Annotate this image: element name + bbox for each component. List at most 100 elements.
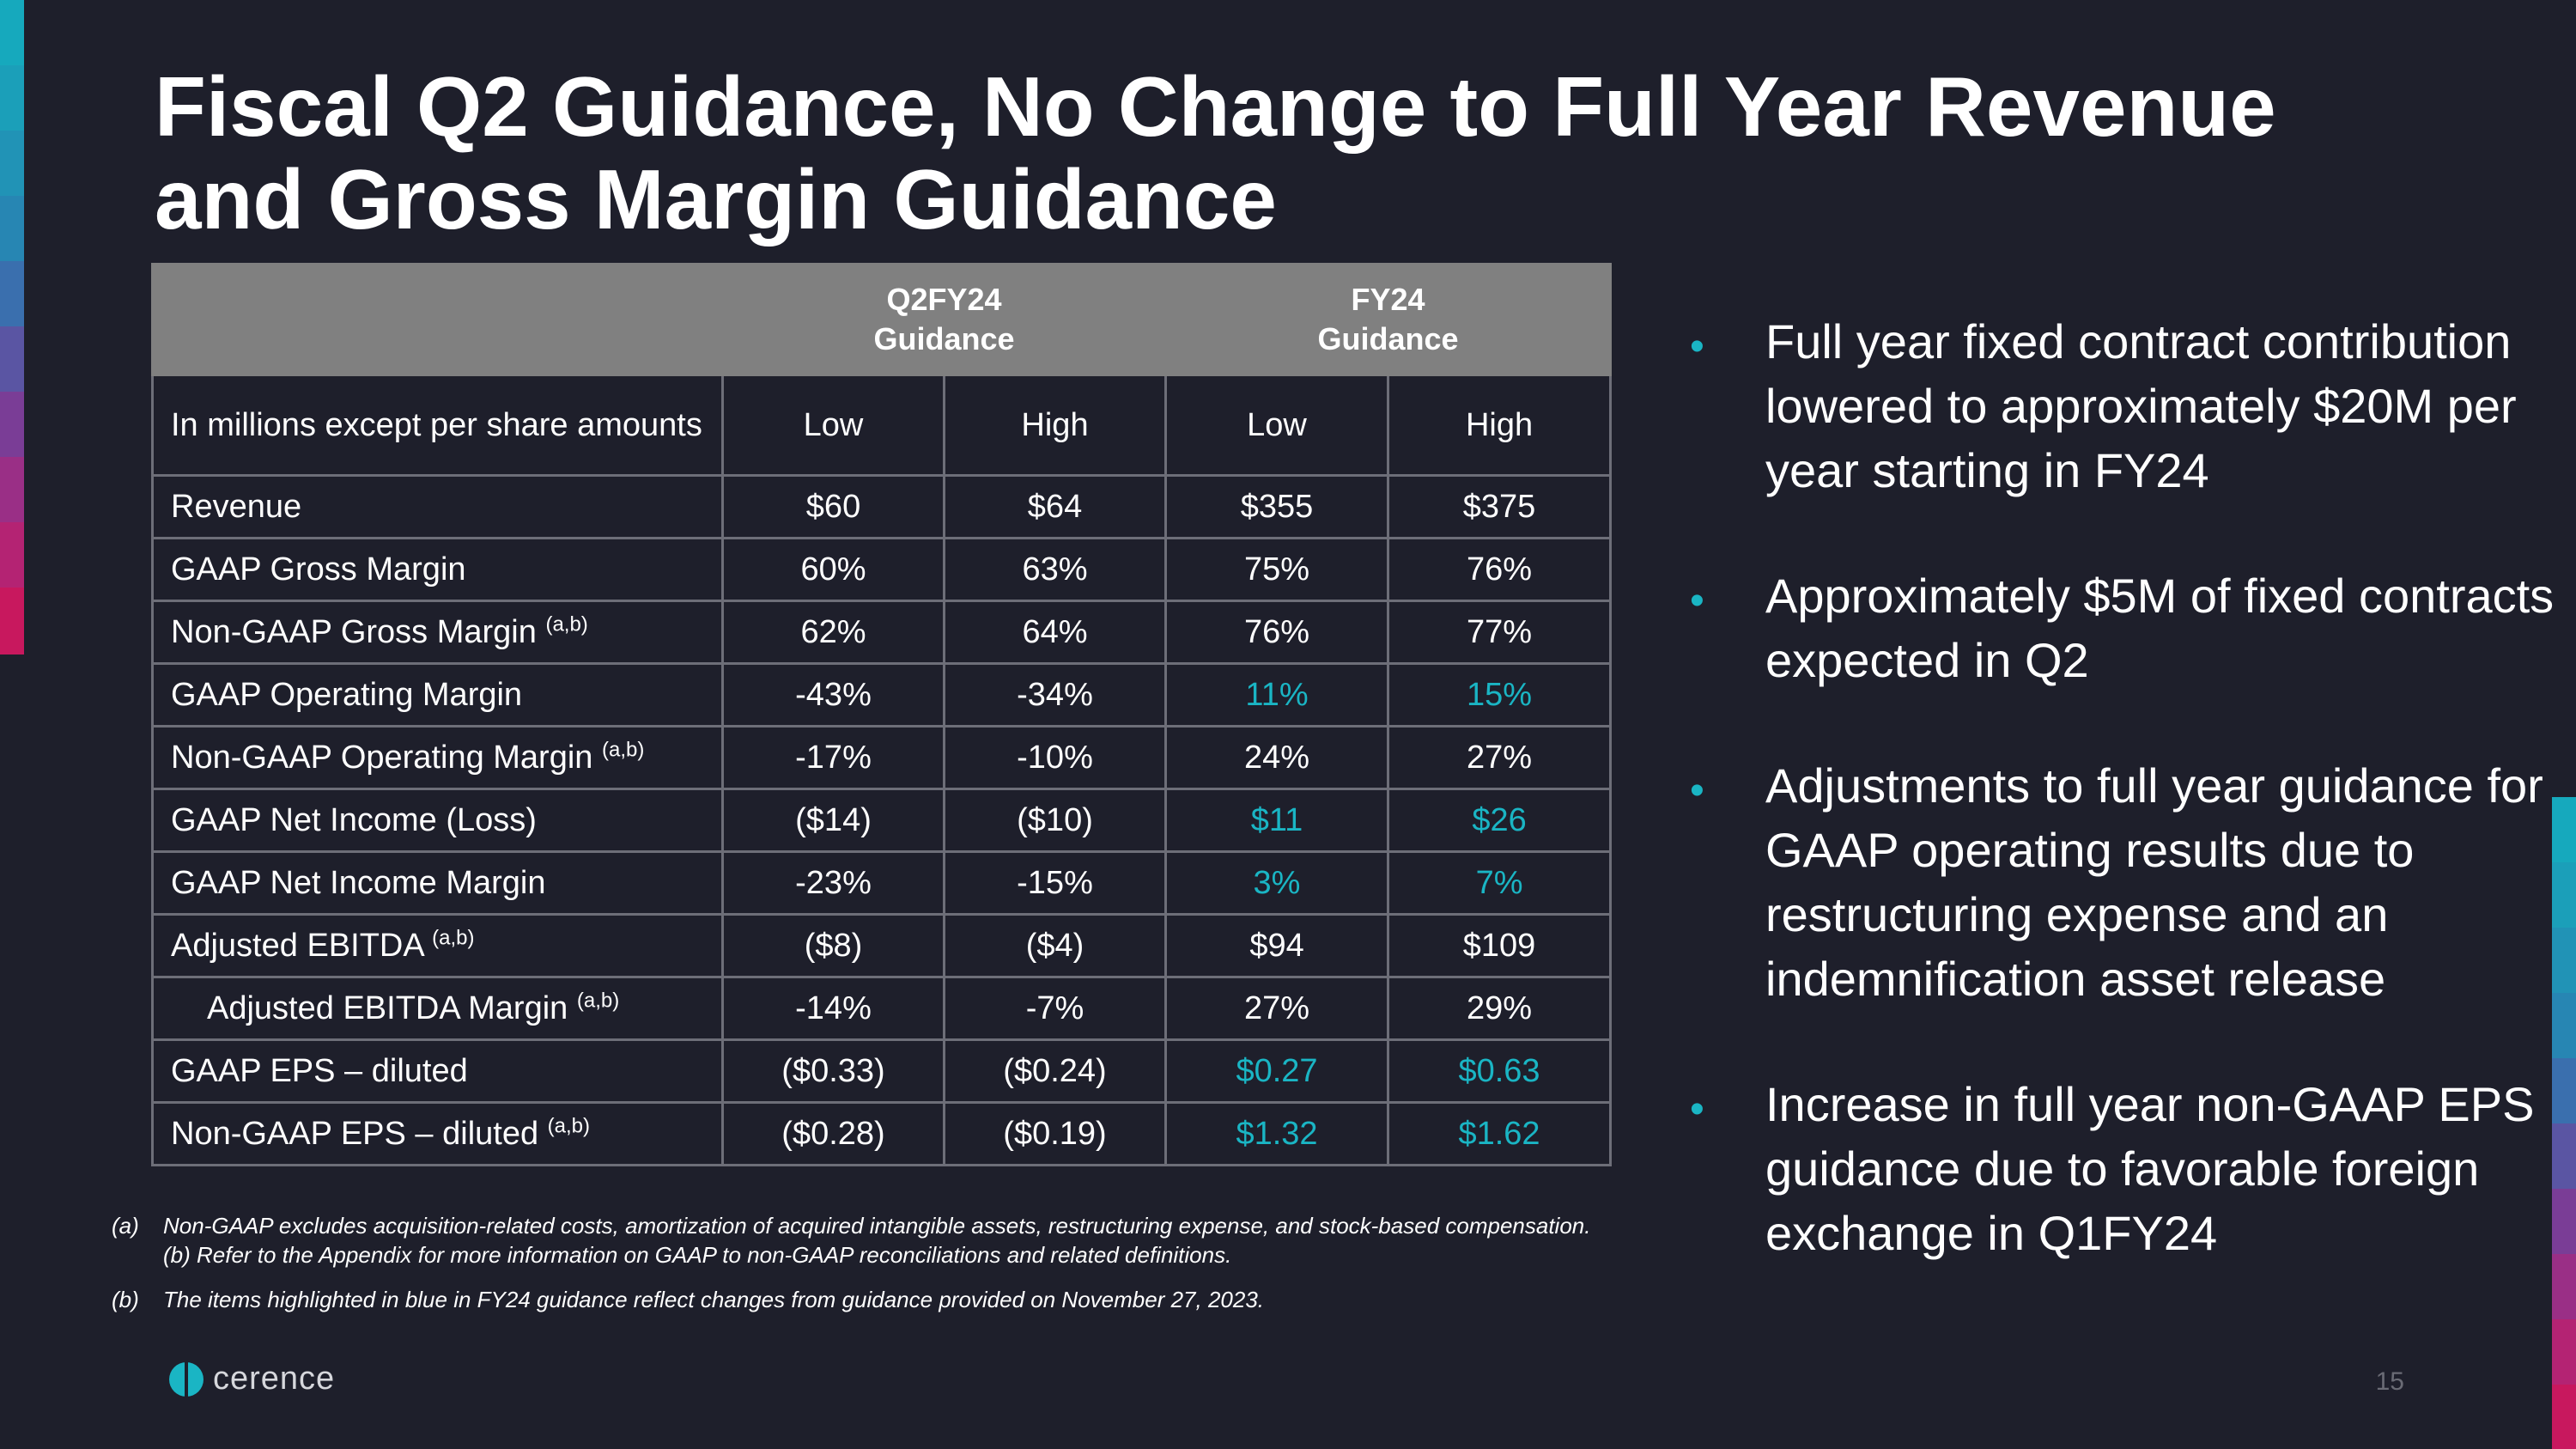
value-cell: $60 [721,474,945,539]
bullet-dot-icon: • [1690,768,1704,813]
row-label: GAAP Net Income Margin [151,850,724,916]
value-cell: 24% [1164,725,1390,790]
table-row: GAAP Operating Margin -43% -34% 11% 15% [151,662,1613,728]
footnote-marker: (b) [112,1287,139,1312]
title-line-2: and Gross Margin Guidance [155,152,1277,247]
row-label: Non-GAAP Operating Margin (a,b) [151,725,724,790]
value-cell: ($10) [942,788,1168,853]
row-label-text: GAAP EPS – diluted [171,1052,468,1089]
value-cell: 75% [1164,537,1390,602]
value-cell: 27% [1387,725,1613,790]
value-cell: -17% [721,725,945,790]
row-label-text: Adjusted EBITDA [171,927,423,964]
value-cell: $1.62 [1387,1101,1613,1166]
value-cell: $109 [1387,913,1613,978]
guidance-table: Q2FY24 Guidance FY24 Guidance In million… [151,263,1613,1166]
row-label: Revenue [151,474,724,539]
page-title: Fiscal Q2 Guidance, No Change to Full Ye… [155,60,2473,246]
left-color-stripe [0,0,24,654]
value-cell: -43% [721,662,945,728]
footnote: (a) Non-GAAP excludes acquisition-relate… [112,1211,1743,1269]
value-cell: -7% [942,976,1168,1041]
column-header-q2-low: Low [721,374,945,477]
value-cell: 60% [721,537,945,602]
column-header-q2-high: High [942,374,1168,477]
right-color-stripe [2552,797,2576,1449]
bullet-item: • Increase in full year non-GAAP EPS guid… [1690,1072,2557,1265]
value-cell: 11% [1164,662,1390,728]
value-cell: 3% [1164,850,1390,916]
value-cell: ($4) [942,913,1168,978]
row-label-text: GAAP Net Income Margin [171,864,546,901]
footnote-text: The items highlighted in blue in FY24 gu… [163,1287,1265,1312]
footnote-reference: (a,b) [576,988,620,1012]
row-label: GAAP EPS – diluted [151,1038,724,1104]
value-cell: 27% [1164,976,1390,1041]
footnote-text: (b) Refer to the Appendix for more infor… [163,1242,1232,1268]
bullet-item: • Approximately $5M of fixed contracts ex… [1690,563,2557,692]
value-cell: $64 [942,474,1168,539]
value-cell: 77% [1387,600,1613,665]
footnote-text: Non-GAAP excludes acquisition-related co… [163,1213,1591,1239]
value-cell: 76% [1387,537,1613,602]
value-cell: $0.63 [1387,1038,1613,1104]
header-empty-cell [151,263,724,376]
value-cell: 64% [942,600,1168,665]
group-header-line: Guidance [873,321,1015,356]
row-label: GAAP Net Income (Loss) [151,788,724,853]
group-header-line: Guidance [1317,321,1459,356]
group-header-q2fy24: Q2FY24 Guidance [720,263,1168,376]
group-header-line: FY24 [1351,282,1425,317]
bullet-list: • Full year fixed contract contribution l… [1690,309,2557,1326]
value-cell: ($0.24) [942,1038,1168,1104]
logo-text: cerence [213,1361,336,1397]
row-label-text: Adjusted EBITDA Margin [207,989,568,1026]
row-label-text: GAAP Operating Margin [171,676,523,713]
row-label: Adjusted EBITDA (a,b) [151,913,724,978]
bullet-item: • Full year fixed contract contribution l… [1690,309,2557,502]
table-body: Revenue $60 $64 $355 $375 GAAP Gross Margin 60… [151,474,1613,1166]
value-cell: ($14) [721,788,945,853]
footnote-reference: (a,b) [601,737,645,761]
table-row: Adjusted EBITDA (a,b) ($8) ($4) $94 $109 [151,913,1613,978]
row-label-text: Revenue [171,488,302,525]
row-label: GAAP Operating Margin [151,662,724,728]
value-cell: -10% [942,725,1168,790]
value-cell: -14% [721,976,945,1041]
table-row: GAAP EPS – diluted ($0.33) ($0.24) $0.27 $0.… [151,1038,1613,1104]
table-group-header-row: Q2FY24 Guidance FY24 Guidance [151,263,1613,376]
value-cell: $355 [1164,474,1390,539]
group-header-fy24: FY24 Guidance [1164,263,1613,376]
row-label: Non-GAAP Gross Margin (a,b) [151,600,724,665]
value-cell: $26 [1387,788,1613,853]
footnote: (b) The items highlighted in blue in FY2… [112,1285,1743,1314]
value-cell: 62% [721,600,945,665]
table-row: Non-GAAP Gross Margin (a,b) 62% 64% 76% 77% [151,600,1613,665]
value-cell: 15% [1387,662,1613,728]
footnote-reference: (a,b) [432,925,475,949]
bullet-text: Approximately $5M of fixed contracts exp… [1765,569,2555,687]
bullet-dot-icon: • [1690,578,1704,624]
footnotes: (a) Non-GAAP excludes acquisition-relate… [112,1211,1743,1314]
row-label: GAAP Gross Margin [151,537,724,602]
table-row: Adjusted EBITDA Margin (a,b) -14% -7% 27% 29… [151,976,1613,1041]
value-cell: $0.27 [1164,1038,1390,1104]
value-cell: -15% [942,850,1168,916]
value-cell: $1.32 [1164,1101,1390,1166]
bullet-text: Increase in full year non-GAAP EPS guida… [1765,1077,2535,1260]
table-row: Non-GAAP Operating Margin (a,b) -17% -10% 2… [151,725,1613,790]
value-cell: $11 [1164,788,1390,853]
table-row: GAAP Net Income Margin -23% -15% 3% 7% [151,850,1613,916]
value-cell: ($0.19) [942,1101,1168,1166]
table-row: GAAP Net Income (Loss) ($14) ($10) $11 $26 [151,788,1613,853]
value-cell: 63% [942,537,1168,602]
row-label-text: Non-GAAP Operating Margin [171,739,593,776]
row-label-text: Non-GAAP Gross Margin [171,613,537,650]
row-label-text: GAAP Gross Margin [171,551,466,588]
table-row: GAAP Gross Margin 60% 63% 75% 76% [151,537,1613,602]
value-cell: 7% [1387,850,1613,916]
cerence-logo-icon [168,1361,204,1397]
bullet-dot-icon: • [1690,324,1704,369]
bullet-text: Full year fixed contract contribution lo… [1765,314,2517,497]
row-label: Adjusted EBITDA Margin (a,b) [151,976,724,1041]
